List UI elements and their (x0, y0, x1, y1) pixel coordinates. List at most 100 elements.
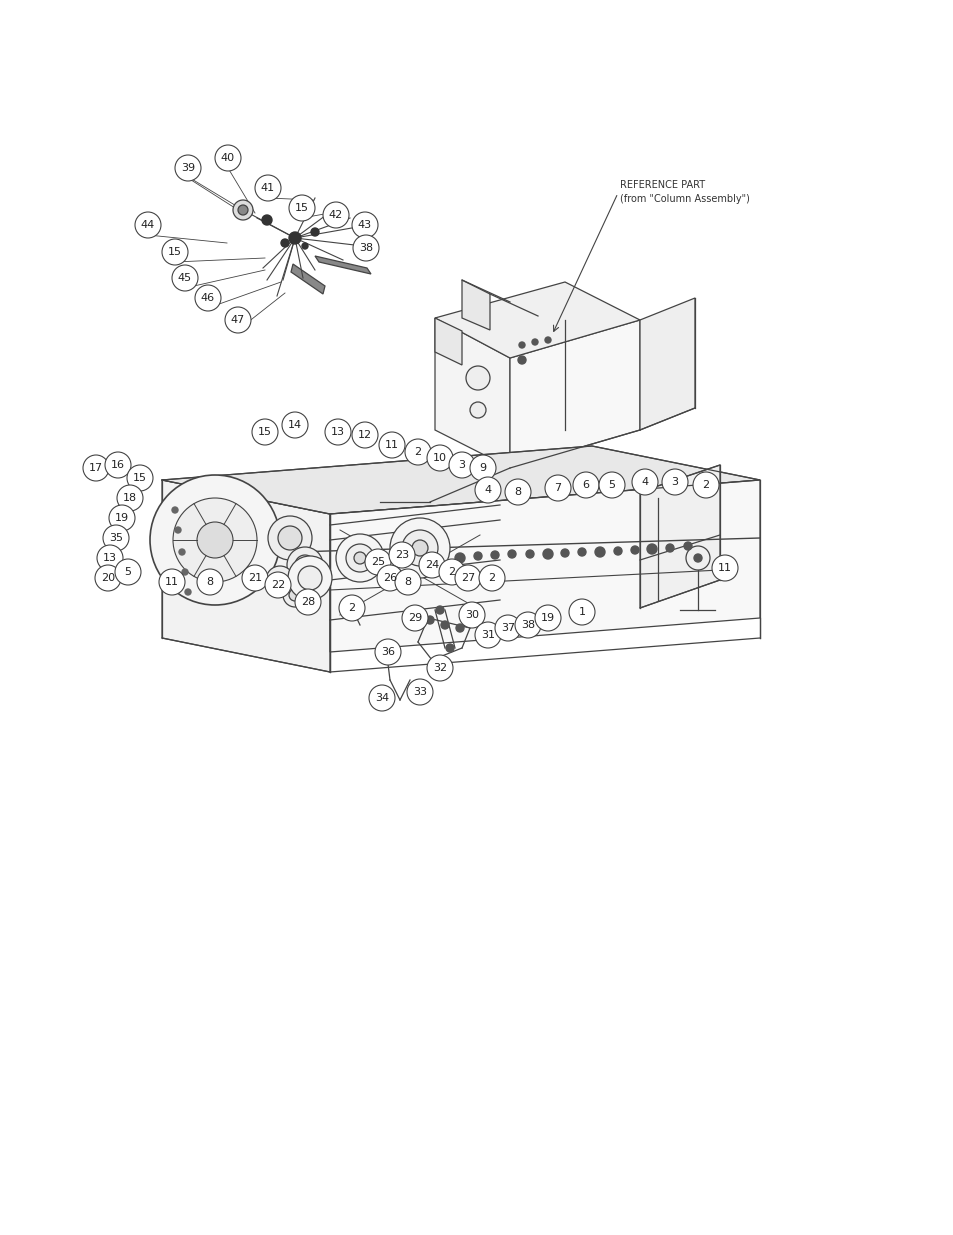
Text: 32: 32 (433, 663, 447, 673)
Circle shape (338, 595, 365, 621)
Text: 37: 37 (500, 622, 515, 634)
Circle shape (289, 195, 314, 221)
Circle shape (614, 547, 621, 555)
Circle shape (504, 479, 531, 505)
Circle shape (595, 547, 604, 557)
Text: 8: 8 (206, 577, 213, 587)
Circle shape (598, 472, 624, 498)
Text: 8: 8 (404, 577, 411, 587)
Circle shape (407, 679, 433, 705)
Circle shape (185, 589, 191, 595)
Text: 5: 5 (125, 567, 132, 577)
Circle shape (242, 564, 268, 592)
Text: 30: 30 (464, 610, 478, 620)
Circle shape (282, 412, 308, 438)
Circle shape (426, 616, 434, 624)
Text: 1: 1 (578, 606, 585, 618)
Circle shape (109, 505, 135, 531)
Text: 29: 29 (408, 613, 421, 622)
Circle shape (174, 527, 181, 534)
Text: 9: 9 (479, 463, 486, 473)
Circle shape (578, 548, 585, 556)
Text: 36: 36 (380, 647, 395, 657)
Text: 11: 11 (385, 440, 398, 450)
Circle shape (412, 540, 428, 556)
Text: (from "Column Assembly"): (from "Column Assembly") (619, 194, 749, 204)
Polygon shape (435, 317, 461, 366)
Circle shape (427, 655, 453, 680)
Circle shape (115, 559, 141, 585)
Text: 39: 39 (181, 163, 194, 173)
Text: 19: 19 (114, 513, 129, 522)
Polygon shape (435, 317, 510, 468)
Circle shape (544, 475, 571, 501)
Text: 10: 10 (433, 453, 447, 463)
Text: 11: 11 (718, 563, 731, 573)
Circle shape (95, 564, 121, 592)
Text: 19: 19 (540, 613, 555, 622)
Circle shape (346, 543, 374, 572)
Polygon shape (314, 256, 371, 274)
Text: 2: 2 (348, 603, 355, 613)
Text: 17: 17 (89, 463, 103, 473)
Text: 24: 24 (424, 559, 438, 571)
Circle shape (449, 452, 475, 478)
Circle shape (268, 516, 312, 559)
Circle shape (376, 564, 402, 592)
Circle shape (517, 356, 525, 364)
Circle shape (117, 485, 143, 511)
Circle shape (233, 200, 253, 220)
Circle shape (646, 543, 657, 555)
Text: 27: 27 (460, 573, 475, 583)
Circle shape (172, 498, 256, 582)
Polygon shape (162, 480, 330, 672)
Text: 15: 15 (168, 247, 182, 257)
Circle shape (446, 643, 454, 652)
Circle shape (455, 564, 480, 592)
Text: 2: 2 (448, 567, 456, 577)
Circle shape (369, 685, 395, 711)
Circle shape (135, 212, 161, 238)
Circle shape (311, 228, 318, 236)
Polygon shape (162, 446, 760, 514)
Circle shape (150, 475, 280, 605)
Circle shape (353, 235, 378, 261)
Text: 18: 18 (123, 493, 137, 503)
Text: 14: 14 (288, 420, 302, 430)
Circle shape (478, 564, 504, 592)
Text: 20: 20 (101, 573, 115, 583)
Circle shape (103, 525, 129, 551)
Circle shape (573, 472, 598, 498)
Polygon shape (291, 264, 325, 294)
Circle shape (515, 613, 540, 638)
Text: REFERENCE PART: REFERENCE PART (619, 180, 704, 190)
Circle shape (83, 454, 109, 480)
Circle shape (182, 569, 188, 576)
Circle shape (97, 545, 123, 571)
Text: 16: 16 (111, 459, 125, 471)
Polygon shape (330, 480, 760, 652)
Text: 2: 2 (701, 480, 709, 490)
Text: 41: 41 (261, 183, 274, 193)
Circle shape (427, 445, 453, 471)
Text: 2: 2 (488, 573, 495, 583)
Text: 47: 47 (231, 315, 245, 325)
Circle shape (273, 573, 287, 587)
Circle shape (194, 285, 221, 311)
Text: 7: 7 (554, 483, 561, 493)
Circle shape (162, 240, 188, 266)
Circle shape (455, 553, 464, 563)
Circle shape (474, 552, 481, 559)
Circle shape (287, 547, 323, 583)
Circle shape (105, 452, 131, 478)
Text: 23: 23 (395, 550, 409, 559)
Circle shape (631, 469, 658, 495)
Text: 12: 12 (357, 430, 372, 440)
Circle shape (507, 550, 516, 558)
Circle shape (294, 555, 314, 576)
Text: 21: 21 (248, 573, 262, 583)
Circle shape (491, 551, 498, 559)
Circle shape (458, 601, 484, 629)
Circle shape (401, 530, 437, 566)
Circle shape (196, 522, 233, 558)
